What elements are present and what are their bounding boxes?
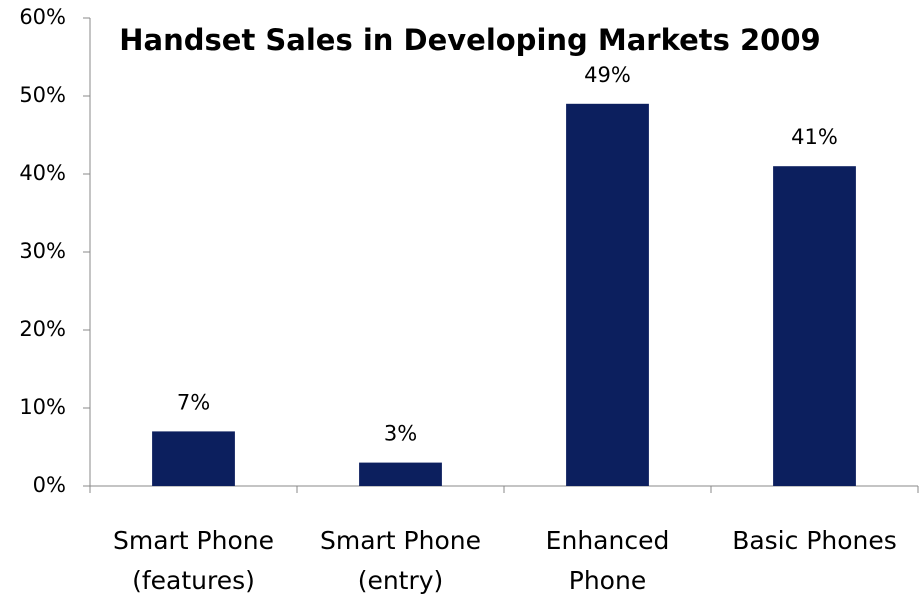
bar [152, 431, 235, 486]
chart-title: Handset Sales in Developing Markets 2009 [119, 23, 820, 57]
y-tick-label: 50% [19, 83, 66, 107]
y-tick-label: 40% [19, 161, 66, 185]
y-tick-label: 60% [19, 5, 66, 29]
y-tick-label: 0% [33, 473, 66, 497]
x-tick-label: Smart Phone (features) [112, 526, 274, 595]
y-tick-label: 10% [19, 395, 66, 419]
x-tick-label: Basic Phones [732, 526, 897, 555]
y-tick-label: 30% [19, 239, 66, 263]
bar [773, 166, 856, 486]
x-tick-label: Enhanced Phone [545, 526, 670, 595]
value-label: 49% [584, 63, 631, 87]
value-label: 41% [791, 125, 838, 149]
bar [566, 103, 649, 487]
value-label: 3% [384, 422, 417, 446]
y-tick-label: 20% [19, 317, 66, 341]
x-tick-label: Smart Phone (entry) [319, 526, 481, 595]
bar [359, 462, 442, 486]
value-label: 7% [177, 390, 210, 414]
